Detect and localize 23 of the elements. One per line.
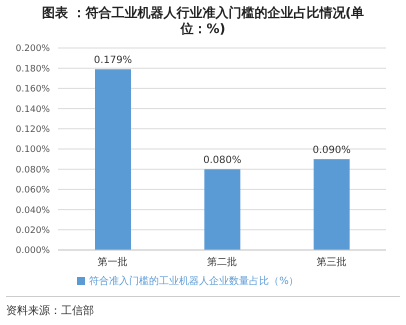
x-tick-label: 第一批 <box>98 256 128 268</box>
y-tick-label: 0.080% <box>16 165 50 176</box>
y-tick-label: 0.120% <box>16 124 50 135</box>
y-tick-label: 0.020% <box>16 226 50 236</box>
data-label: 0.179% <box>94 55 132 66</box>
data-label: 0.090% <box>312 145 351 156</box>
y-tick-label: 0.160% <box>16 84 50 95</box>
y-tick-label: 0.100% <box>16 145 50 156</box>
x-tick-label: 第三批 <box>316 256 346 268</box>
chart-title: 图表 ：符合工业机器人行业准入门槛的企业占比情况(单位：%) <box>40 4 366 38</box>
bar <box>95 69 131 250</box>
bar <box>204 169 240 250</box>
y-tick-label: 0.040% <box>16 206 50 216</box>
y-tick-label: 0.000% <box>16 246 50 256</box>
y-tick-label: 0.060% <box>16 186 50 196</box>
text: 资料来源：工信部 <box>6 303 95 318</box>
bar <box>314 159 350 250</box>
y-tick-label: 0.140% <box>16 104 50 115</box>
data-label: 0.080% <box>203 155 242 166</box>
y-tick-label: 0.200% <box>16 44 50 54</box>
x-tick-label: 第二批 <box>207 256 237 268</box>
legend-label: 符合准入门槛的工业机器人企业数量占比（%） <box>89 276 299 287</box>
y-tick-label: 0.180% <box>16 64 50 74</box>
